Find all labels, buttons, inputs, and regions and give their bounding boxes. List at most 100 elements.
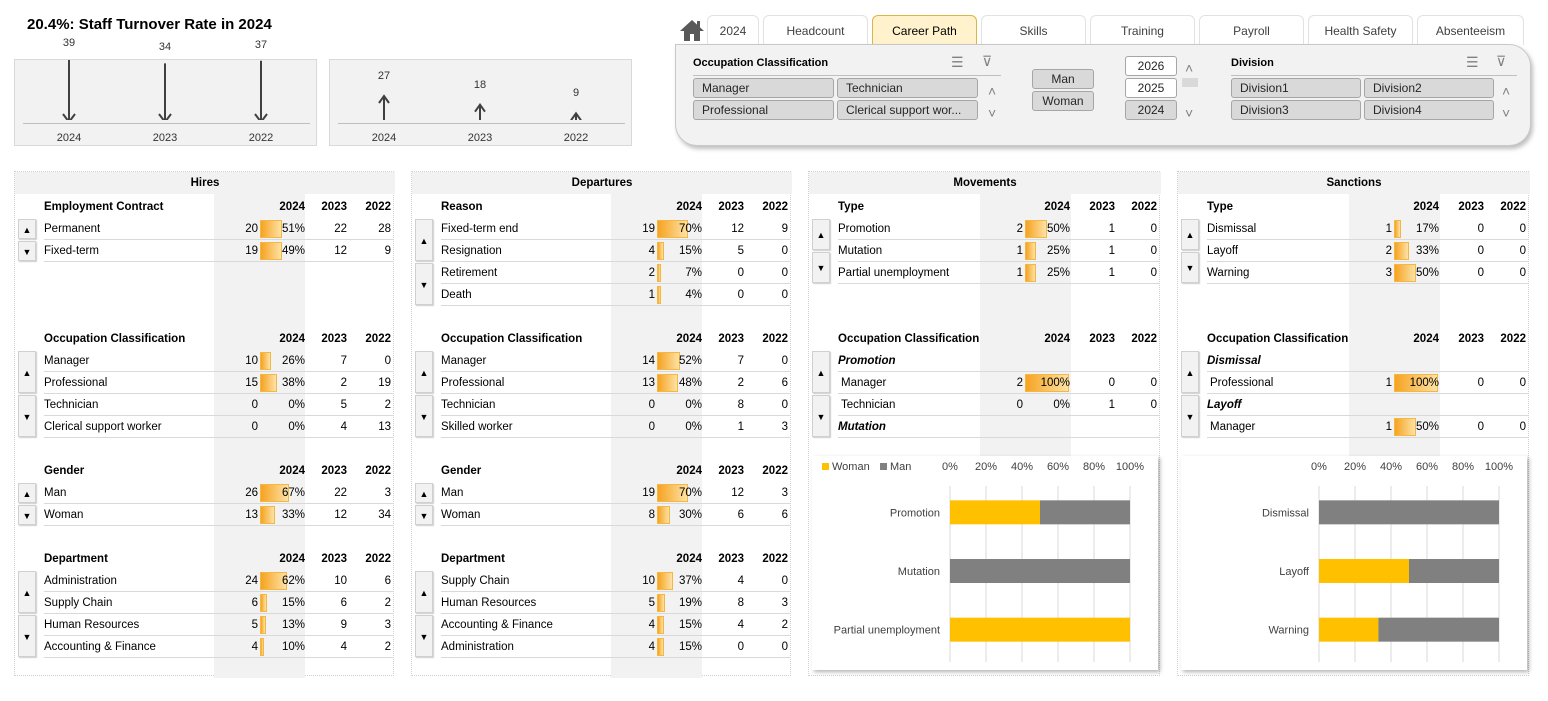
scroll-up-button[interactable]: ▲ (415, 351, 433, 393)
value-2024: 1 (1016, 245, 1023, 257)
occupation-filter-clerical-support-wor[interactable]: Clerical support wor... (837, 100, 978, 120)
tab-career-path[interactable]: Career Path (872, 15, 977, 45)
section-title: Occupation Classification (1207, 333, 1349, 345)
scroll-down-button[interactable]: ▼ (1181, 252, 1199, 283)
category-label: Partial unemployment (834, 625, 940, 637)
row-label: Accounting & Finance (44, 641, 156, 653)
table-row: Resignation 4 15% 5 0 (441, 240, 791, 262)
scroll-down-button[interactable]: ▼ (812, 395, 830, 437)
occupation-filter-manager[interactable]: Manager (693, 78, 834, 98)
section-header: Occupation Classification 2024 2023 2022 (441, 328, 791, 350)
scroll-down-button[interactable]: ▼ (812, 252, 830, 283)
scroll-up-icon[interactable]: ˄ (988, 83, 997, 99)
row-label: Man (44, 487, 67, 499)
scroll-down-button[interactable]: ▼ (18, 615, 36, 657)
scroll-up-button[interactable]: ▲ (18, 483, 36, 503)
section-header: Occupation Classification 2024 2023 2022 (44, 328, 394, 350)
table-row: Retirement 2 7% 0 0 (441, 262, 791, 284)
gender-filter-man[interactable]: Man (1032, 69, 1094, 89)
year-filter-2025[interactable]: 2025 (1125, 78, 1177, 98)
tab-payroll[interactable]: Payroll (1199, 15, 1304, 45)
scroll-up-button[interactable]: ▲ (1181, 351, 1199, 393)
occupation-filter-professional[interactable]: Professional (693, 100, 834, 120)
scroll-up-button[interactable]: ▲ (1181, 219, 1199, 250)
value-2022: 0 (1519, 223, 1526, 235)
multi-select-icon[interactable]: ☰ (951, 54, 964, 70)
home-icon[interactable] (679, 18, 705, 42)
year-filter-2026[interactable]: 2026 (1125, 56, 1177, 76)
scroll-down-button[interactable]: ▼ (415, 615, 433, 657)
scroll-down-button[interactable]: ▼ (415, 505, 433, 525)
tab-headcount[interactable]: Headcount (763, 15, 868, 45)
value-2024: 2 (1016, 223, 1023, 235)
clear-filter-icon[interactable]: ⊽ (982, 53, 993, 69)
value-2023: 0 (1477, 421, 1484, 433)
value-2023: 0 (737, 267, 744, 279)
kpi-year: 2023 (467, 132, 493, 144)
scroll-up-button[interactable]: ▲ (415, 483, 433, 503)
scroll-up-button[interactable]: ▲ (415, 571, 433, 613)
occupation-filter-technician[interactable]: Technician (837, 78, 978, 98)
legend-swatch (822, 463, 829, 470)
year-header: 2022 (762, 333, 788, 345)
tab-skills[interactable]: Skills (981, 15, 1086, 45)
scroll-down-button[interactable]: ▼ (1181, 395, 1199, 437)
scroll-up-button[interactable]: ▲ (18, 351, 36, 393)
scroll-down-button[interactable]: ▼ (18, 505, 36, 525)
year-header: 2023 (321, 553, 347, 565)
current-year-column (214, 194, 305, 678)
scroll-down-button[interactable]: ▼ (18, 241, 36, 261)
scroll-down-button[interactable]: ▼ (18, 395, 36, 437)
value-2023: 4 (737, 619, 744, 631)
scroll-down-icon[interactable]: ˅ (988, 105, 997, 121)
division-filter-division3[interactable]: Division3 (1231, 100, 1361, 120)
bar-segment (1319, 559, 1409, 583)
year-header: 2024 (279, 333, 305, 345)
scroll-up-button[interactable]: ▲ (812, 219, 830, 250)
value-2022: 13 (378, 421, 391, 433)
x-tick-label: 60% (1416, 461, 1438, 473)
value-2022: 0 (1519, 421, 1526, 433)
value-2024: 19 (245, 245, 258, 257)
division-filter-division2[interactable]: Division2 (1364, 78, 1494, 98)
arrow-down-icon (62, 60, 76, 120)
scroll-down-icon[interactable]: ˅ (1185, 105, 1194, 121)
multi-select-icon[interactable]: ☰ (1466, 54, 1479, 70)
scroll-up-icon[interactable]: ˄ (1502, 83, 1511, 99)
arrow-up-icon (570, 111, 582, 120)
value-2023: 8 (737, 399, 744, 411)
tab-2024[interactable]: 2024 (707, 15, 759, 45)
value-2024: 10 (245, 355, 258, 367)
section-title: Occupation Classification (838, 333, 980, 345)
section-title: Type (838, 201, 864, 213)
table-row: Mutation 1 25% 1 0 (838, 240, 1159, 262)
clear-filter-icon[interactable]: ⊽ (1496, 53, 1507, 69)
tab-absenteeism[interactable]: Absenteeism (1417, 15, 1524, 45)
division-filter-division1[interactable]: Division1 (1231, 78, 1361, 98)
division-filter-division4[interactable]: Division4 (1364, 100, 1494, 120)
scroll-up-button[interactable]: ▲ (812, 351, 830, 393)
section-header: Type 2024 2023 2022 (838, 196, 1159, 218)
gender-filter-woman[interactable]: Woman (1032, 91, 1094, 111)
tab-health-safety[interactable]: Health Safety (1308, 15, 1413, 45)
year-header: 2024 (676, 201, 702, 213)
year-header: 2024 (676, 465, 702, 477)
tab-training[interactable]: Training (1090, 15, 1195, 45)
departures-kpi-box: 39 2024 34 2023 37 2022 (14, 37, 317, 146)
value-2023: 2 (737, 377, 744, 389)
value-2022: 2 (384, 399, 391, 411)
year-scrollbar[interactable] (1182, 78, 1198, 87)
scroll-up-icon[interactable]: ˄ (1185, 60, 1194, 76)
value-2022: 0 (781, 575, 788, 587)
year-header: 2024 (279, 201, 305, 213)
row-label: Mutation (838, 245, 883, 257)
value-2022: 0 (781, 267, 788, 279)
scroll-up-button[interactable]: ▲ (415, 219, 433, 261)
percent-2024: 15% (678, 641, 702, 653)
scroll-down-icon[interactable]: ˅ (1502, 105, 1511, 121)
scroll-down-button[interactable]: ▼ (415, 395, 433, 437)
scroll-up-button[interactable]: ▲ (18, 219, 36, 239)
scroll-up-button[interactable]: ▲ (18, 571, 36, 613)
year-filter-2024[interactable]: 2024 (1125, 100, 1177, 120)
scroll-down-button[interactable]: ▼ (415, 263, 433, 305)
